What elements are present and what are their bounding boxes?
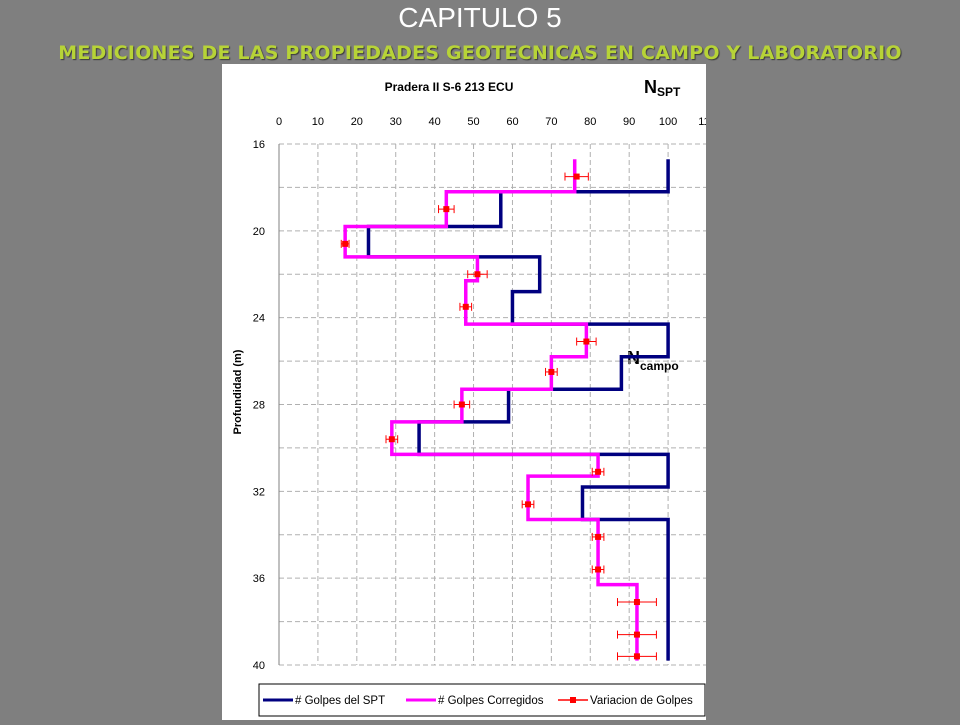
y-tick-label: 24 [253,313,265,325]
x-tick-label: 0 [276,116,282,128]
slide-title: CAPITULO 5 [398,2,562,33]
variacion-point [467,270,488,279]
y-tick-label: 32 [253,486,265,498]
variacion-marker [583,338,590,345]
chart-panel: Pradera II S-6 213 ECU NSPT Ncampo Profu… [222,64,716,720]
variacion-marker [595,468,602,475]
annotation-sub: campo [640,359,679,373]
variacion-point [438,205,455,214]
variacion-marker [458,401,465,408]
variacion-point [521,500,535,509]
corner-label-main: N [644,77,657,97]
x-tick-label: 60 [506,116,518,128]
variacion-marker [342,240,349,247]
variacion-marker [595,566,602,573]
y-axis-label: Profundidad (m) [232,349,244,434]
variacion-point [576,337,597,346]
variacion-marker [388,436,395,443]
x-tick-label: 80 [584,116,596,128]
legend-item-golpes-spt: # Golpes del SPT [263,695,385,707]
variacion-marker [474,271,481,278]
variacion-point [385,435,399,444]
variacion-marker [443,206,450,213]
legend-item-variacion: Variacion de Golpes [558,695,693,707]
variacion-point [591,532,605,541]
slide-subtitle: MEDICIONES DE LAS PROPIEDADES GEOTECNICA… [58,42,902,64]
variacion-marker [548,368,555,375]
x-tick-label: 40 [429,116,441,128]
y-tick-label: 28 [253,400,265,412]
corner-label-sub: SPT [657,85,681,99]
variacion-marker [462,303,469,310]
legend-box [258,683,706,717]
legend-marker [570,697,576,703]
variacion-marker [633,653,640,660]
spt-depth-chart: Pradera II S-6 213 ECU NSPT Ncampo Profu… [232,77,716,717]
chart-title: Pradera II S-6 213 ECU [385,80,514,94]
variacion-point [591,467,605,476]
variacion-point [459,302,473,311]
y-tick-label: 20 [253,226,265,238]
x-tick-label: 90 [623,116,635,128]
x-tick-label: 110 [698,116,706,128]
y-tick-label: 40 [253,660,265,672]
legend-label: # Golpes Corregidos [438,695,544,707]
y-tick-label: 16 [253,139,265,151]
x-tick-label: 70 [545,116,557,128]
y-tick-label: 36 [253,573,265,585]
x-tick-label: 50 [467,116,479,128]
legend-label: Variacion de Golpes [590,695,693,707]
variacion-point [591,565,605,574]
variacion-point [617,598,657,607]
annotation-label: Ncampo [627,348,679,373]
variacion-point [617,652,657,661]
x-tick-label: 30 [390,116,402,128]
variacion-marker [595,533,602,540]
variacion-marker [573,173,580,180]
legend-item-golpes-corregidos: # Golpes Corregidos [406,695,544,707]
x-tick-label: 100 [659,116,677,128]
legend-label: # Golpes del SPT [295,695,385,707]
variacion-marker [525,501,532,508]
variacion-point [617,630,657,639]
variacion-point [564,172,589,181]
x-tick-label: 10 [312,116,324,128]
variacion-point [340,239,350,248]
series-golpes-corregidos-line [343,159,639,661]
corner-label: NSPT [644,77,681,99]
variacion-point [545,367,558,376]
variacion-point [453,400,471,409]
variacion-marker [633,599,640,606]
variacion-marker [633,631,640,638]
x-tick-label: 20 [351,116,363,128]
